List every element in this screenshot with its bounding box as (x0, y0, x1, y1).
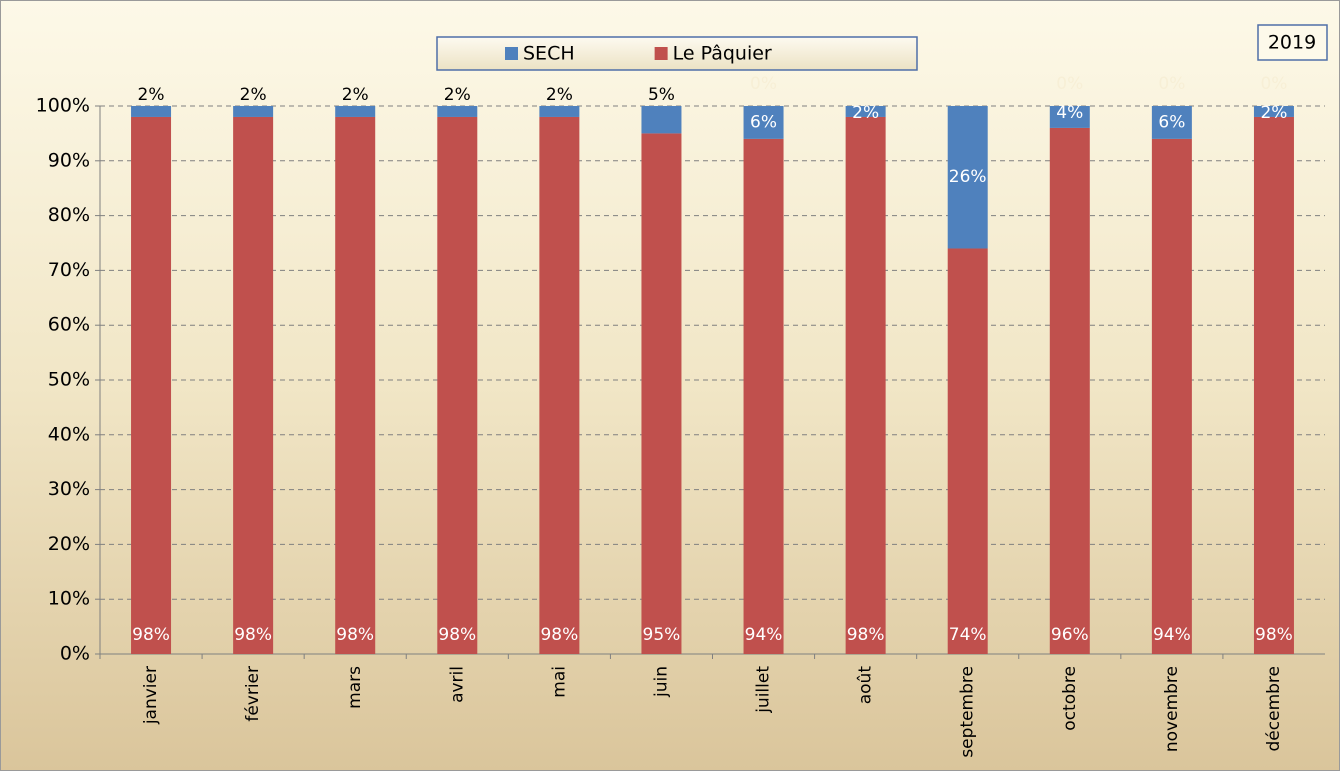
data-label: 26% (949, 167, 987, 187)
data-label: 94% (1153, 625, 1191, 645)
bar-segment (539, 116, 580, 654)
x-tick-label: août (856, 666, 876, 705)
data-label: 6% (1158, 112, 1185, 132)
chart-title: 2019 (1268, 32, 1316, 54)
y-tick-label: 30% (48, 478, 90, 500)
x-tick-label: septembre (958, 666, 978, 758)
title-box (1257, 24, 1328, 61)
data-label: 98% (540, 625, 578, 645)
bar-segment (335, 116, 376, 654)
bar-segment (845, 116, 886, 654)
legend-swatch (505, 47, 518, 60)
y-tick-label: 40% (48, 423, 90, 445)
bar-segment (641, 106, 682, 134)
data-label: 2% (240, 85, 267, 105)
bar-segment (1151, 138, 1192, 654)
bar-segment (743, 138, 784, 654)
y-tick-label: 20% (48, 533, 90, 555)
y-tick-label: 80% (48, 204, 90, 226)
data-label: 6% (750, 112, 777, 132)
data-label: 2% (852, 103, 879, 123)
y-tick-label: 100% (36, 95, 90, 117)
data-label: 2% (1260, 103, 1287, 123)
x-tick-label: mai (549, 666, 569, 698)
x-tick-label: avril (447, 666, 467, 703)
bar-segment (1253, 116, 1294, 654)
data-label: 5% (648, 85, 675, 105)
x-tick-label: juin (651, 666, 671, 698)
y-tick-label: 60% (48, 314, 90, 336)
bar-segment (539, 106, 580, 117)
data-label: 2% (138, 85, 165, 105)
data-label: 0% (1158, 74, 1185, 94)
data-label: 2% (546, 85, 573, 105)
bar-segment (947, 248, 988, 655)
legend-swatch (654, 47, 668, 60)
y-tick-label: 0% (60, 643, 90, 665)
data-label: 98% (132, 625, 170, 645)
bar-segment (845, 106, 886, 117)
data-label: 0% (1260, 74, 1287, 94)
legend-label: Le Pâquier (673, 43, 772, 65)
data-label: 98% (438, 625, 476, 645)
bar-segment (437, 106, 478, 117)
data-label: 94% (745, 625, 783, 645)
y-tick-label: 70% (48, 259, 90, 281)
data-label: 0% (750, 74, 777, 94)
x-tick-label: juillet (754, 666, 774, 714)
data-label: 2% (444, 85, 471, 105)
bar-segment (1049, 106, 1090, 128)
data-label: 98% (1255, 625, 1293, 645)
data-label: 2% (342, 85, 369, 105)
data-label: 4% (1056, 103, 1083, 123)
bar-segment (131, 116, 172, 654)
bar-segment (641, 133, 682, 654)
data-label: 98% (847, 625, 885, 645)
x-tick-label: octobre (1060, 666, 1080, 731)
y-tick-label: 10% (48, 588, 90, 610)
x-tick-label: décembre (1264, 666, 1284, 751)
y-tick-label: 90% (48, 149, 90, 171)
bar-segment (233, 116, 274, 654)
y-tick-label: 50% (48, 369, 90, 391)
bar-segment (335, 106, 376, 117)
data-label: 96% (1051, 625, 1089, 645)
bar-segment (1253, 106, 1294, 117)
bar-segment (131, 106, 172, 117)
bar-segment (743, 106, 784, 139)
data-label: 98% (336, 625, 374, 645)
x-tick-label: février (243, 666, 263, 722)
bar-segment (1151, 106, 1192, 139)
bar-segment (947, 106, 988, 249)
bar-segment (437, 116, 478, 654)
x-tick-label: janvier (141, 666, 161, 725)
bar-segment (1049, 127, 1090, 655)
x-tick-label: novembre (1162, 666, 1182, 752)
data-label: 74% (949, 625, 987, 645)
data-label: 0% (1056, 74, 1083, 94)
bar-segment (233, 106, 274, 117)
data-label: 98% (234, 625, 272, 645)
data-label: 95% (643, 625, 681, 645)
legend-label: SECH (523, 43, 575, 65)
x-tick-label: mars (345, 666, 365, 709)
